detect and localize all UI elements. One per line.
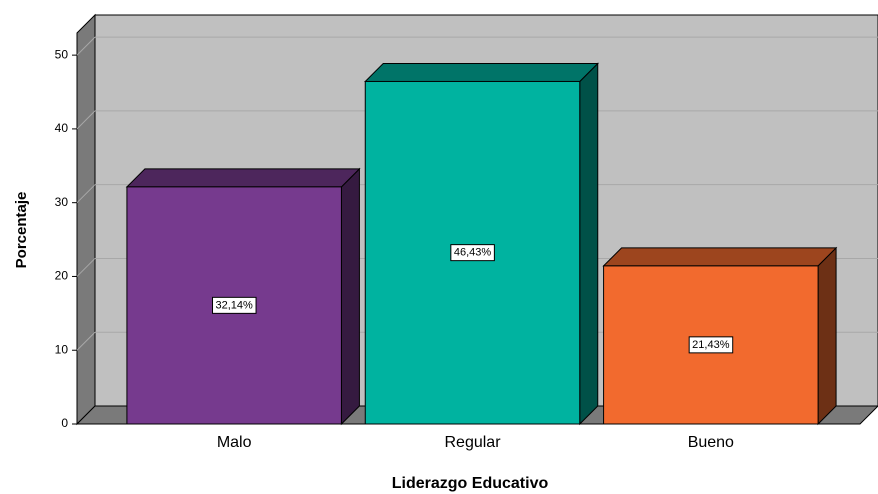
value-label-box: [212, 296, 257, 314]
x-tick-label: Regular: [444, 434, 501, 451]
y-tick-label: 40: [55, 121, 69, 135]
bar-side: [817, 246, 837, 426]
side-wall: [76, 13, 96, 426]
x-tick-label: Bueno: [688, 434, 734, 451]
y-tick-label: 0: [61, 416, 68, 430]
bar-top: [125, 168, 361, 188]
y-tick-label: 20: [55, 269, 69, 283]
grid-line: [76, 36, 96, 56]
y-tick-label: 10: [55, 342, 69, 356]
value-label-box: [688, 336, 734, 354]
x-axis-title: Liderazgo Educativo: [392, 475, 549, 492]
bar-top: [602, 247, 838, 267]
grid-line: [76, 258, 96, 277]
bar-side: [579, 62, 599, 426]
value-label-box: [450, 244, 495, 262]
grid-line: [76, 184, 96, 204]
bar-top: [364, 62, 599, 82]
grid-line: [76, 110, 96, 130]
value-label: 46,43%: [454, 247, 492, 259]
value-label: 21,43%: [692, 339, 730, 351]
x-tick-label: Malo: [217, 434, 252, 451]
value-label: 32,14%: [216, 299, 254, 311]
y-tick-label: 30: [55, 195, 69, 209]
y-axis-title: Porcentaje: [13, 192, 30, 269]
grid-line: [76, 331, 96, 351]
bar-side: [340, 167, 360, 426]
y-tick-label: 50: [55, 47, 69, 61]
